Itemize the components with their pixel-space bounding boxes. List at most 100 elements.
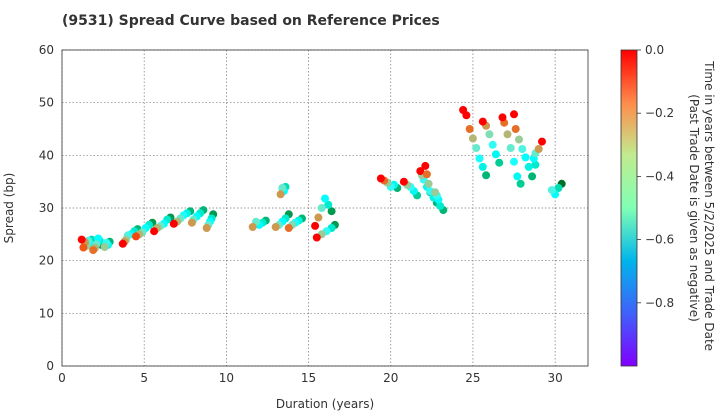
series-bond-25 [529,137,546,169]
data-point [202,224,211,232]
data-point [498,113,507,122]
data-point [510,110,518,119]
data-point [510,157,518,166]
data-point [513,172,522,181]
x-tick-label: 25 [465,371,480,385]
plot-area: 0 5 10 15 20 25 30 0 10 20 30 40 50 60 [39,43,589,385]
colorbar-ticks: 0.0 −0.2 −0.4 −0.6 −0.8 [637,43,674,310]
series-bond-22 [478,117,504,167]
y-tick-label: 30 [39,201,54,215]
data-point [485,130,494,139]
data-point [150,227,159,236]
x-tick-label: 5 [140,371,148,385]
colorbar-tick-label: −0.6 [645,233,674,247]
data-point [518,145,527,153]
x-tick-label: 0 [58,371,66,385]
data-point [478,117,487,126]
series-bond-7 [169,207,195,228]
data-point [399,177,408,186]
data-point [424,179,433,188]
series-bond-3 [100,237,114,251]
data-point [324,200,333,209]
data-point [521,153,530,162]
data-point [475,154,484,163]
series-bond-10 [248,216,270,231]
x-tick-label: 15 [301,371,316,385]
series-bond-16 [376,174,402,192]
data-point [465,125,474,133]
data-point [276,190,285,199]
data-point [416,167,425,176]
series-bond-8 [187,206,208,227]
series-bond-5 [132,218,157,241]
data-point [482,171,491,180]
y-tick-label: 50 [39,96,54,110]
series-bond-14 [311,194,336,230]
colorbar-label: Time in years between 5/2/2025 and Trade… [687,60,716,355]
data-point [321,194,329,203]
data-point [468,134,477,143]
series-bond-20 [431,188,448,215]
data-point [488,140,497,149]
y-axis-ticks: 0 10 20 30 40 50 60 [39,43,54,373]
data-point [436,201,445,210]
data-point [327,207,336,216]
data-point [538,137,546,146]
series-bond-11 [271,210,293,231]
series-bond-17 [399,177,422,200]
data-point [554,184,563,192]
data-point [524,162,533,171]
series-bond-21 [459,106,491,180]
data-point [248,223,257,231]
series-bond-24 [510,110,537,181]
x-tick-label: 30 [547,371,562,385]
x-axis-ticks: 0 5 10 15 20 25 30 [58,371,563,385]
data-point [528,172,537,181]
y-tick-label: 60 [39,43,54,57]
plot-border [61,49,589,367]
data-point [495,158,504,167]
data-point [314,213,323,222]
colorbar-gradient [620,49,638,367]
data-points [77,106,566,255]
y-tick-label: 20 [39,254,54,268]
data-point [278,184,287,192]
chart-title: (9531) Spread Curve based on Reference P… [62,13,440,29]
data-point [515,135,523,144]
y-tick-label: 40 [39,148,54,162]
series-bond-12 [276,182,290,199]
y-tick-label: 0 [46,359,54,373]
data-point [531,160,540,169]
colorbar-label-line-1: Time in years between 5/2/2025 and Trade… [702,60,716,351]
colorbar: 0.0 −0.2 −0.4 −0.6 −0.8 Time in years betwee… [620,43,716,367]
data-point [459,106,468,114]
series-bond-26 [547,179,566,199]
data-point [516,179,525,188]
data-point [132,232,140,241]
colorbar-tick-label: −0.2 [645,106,674,120]
series-bond-15 [312,220,339,242]
data-point [472,144,481,152]
data-point [511,125,520,133]
data-point [187,218,196,227]
data-point [503,130,512,139]
data-point [79,243,88,252]
data-point [547,186,556,195]
data-point [422,170,431,179]
colorbar-tick-label: −0.4 [645,169,674,183]
x-tick-label: 20 [383,371,398,385]
series-bond-6 [150,213,175,236]
y-axis-label: Spread (bp) [2,173,16,244]
colorbar-label-line-2: (Past Trade Date is given as negative) [687,94,701,322]
series-bond-4 [118,225,142,248]
data-point [491,150,500,159]
data-point [284,224,293,232]
data-point [376,174,385,183]
colorbar-tick-label: −0.8 [645,296,674,310]
colorbar-tick-label: 0.0 [645,43,664,57]
series-bond-23 [498,113,525,188]
data-point [534,145,543,153]
series-bond-13 [284,214,306,232]
y-tick-label: 10 [39,306,54,320]
data-point [431,188,440,197]
